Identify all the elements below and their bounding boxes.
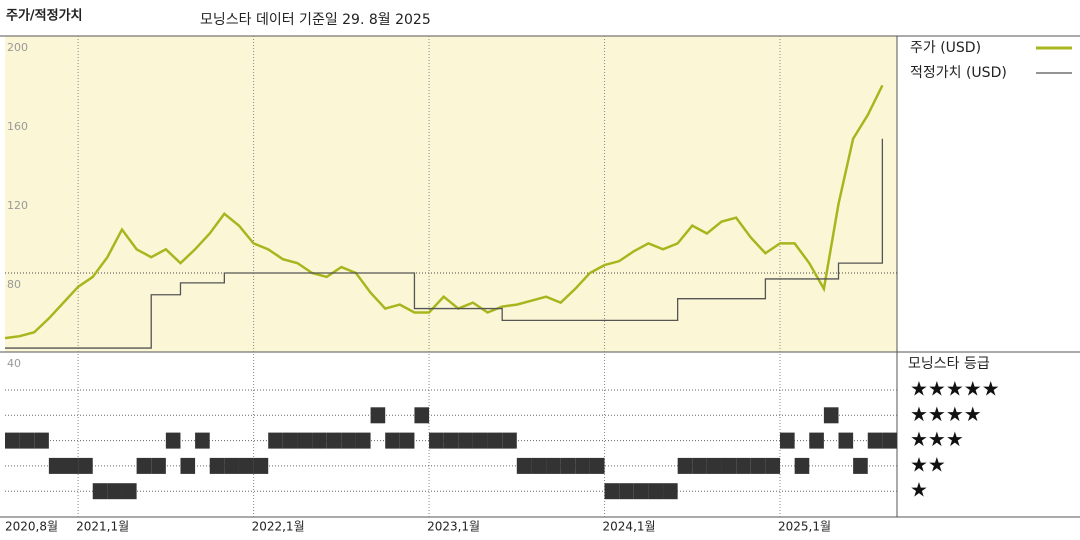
rating-bar <box>370 407 386 424</box>
rating-bar <box>882 432 897 449</box>
legend-label: 주가 (USD) <box>910 40 981 56</box>
y-tick-label: 120 <box>7 199 28 212</box>
rating-bar <box>823 407 839 424</box>
rating-bar <box>750 457 766 474</box>
rating-bar <box>107 483 122 500</box>
rating-bar <box>92 483 108 500</box>
rating-bar <box>238 457 254 474</box>
rating-bar <box>341 432 356 449</box>
rating-bar <box>180 457 196 474</box>
rating-bar <box>853 457 868 474</box>
rating-label: ★★★★ <box>910 402 982 426</box>
rating-bar <box>224 457 239 474</box>
rating-bar <box>677 457 693 474</box>
rating-bar <box>838 432 854 449</box>
rating-bar <box>355 432 371 449</box>
rating-bar <box>5 432 20 449</box>
rating-bar <box>34 432 49 449</box>
rating-bar <box>19 432 35 449</box>
rating-bar <box>809 432 824 449</box>
rating-bar <box>487 432 503 449</box>
rating-bar <box>867 432 883 449</box>
rating-bar <box>48 457 64 474</box>
series-line <box>4 84 884 340</box>
rating-bar <box>297 432 313 449</box>
x-tick-label: 2023,1월 <box>427 520 480 534</box>
rating-bar <box>502 432 517 449</box>
rating-label: ★★ <box>910 452 946 476</box>
rating-label: ★★★ <box>910 427 964 451</box>
x-tick-label: 2024,1월 <box>603 520 656 534</box>
rating-bar <box>619 483 634 500</box>
rating-bar <box>195 432 210 449</box>
series-line <box>5 138 884 349</box>
y-tick-label: 160 <box>7 120 28 133</box>
rating-bar <box>531 457 547 474</box>
rating-bar <box>63 457 79 474</box>
rating-bar <box>458 432 473 449</box>
chart-subtitle: 모닝스타 데이터 기준일 29. 8월 2025 <box>200 12 431 28</box>
rating-bar <box>268 432 283 449</box>
rating-bar <box>633 483 649 500</box>
rating-bar <box>78 457 93 474</box>
rating-title: 모닝스타 등급 <box>908 356 990 372</box>
rating-bar <box>443 432 459 449</box>
rating-bar <box>575 457 590 474</box>
x-tick-label: 2022,1월 <box>252 520 305 534</box>
rating-bar <box>780 432 795 449</box>
rating-label: ★ <box>910 478 928 502</box>
rating-bar <box>765 457 781 474</box>
rating-bar <box>414 407 430 424</box>
rating-bar <box>736 457 751 474</box>
rating-bar <box>516 457 532 474</box>
y-tick-label: 80 <box>7 278 21 291</box>
rating-bar <box>706 457 722 474</box>
chart-title: 주가/적정가치 <box>6 8 83 24</box>
rating-bar <box>472 432 488 449</box>
rating-bar <box>326 432 342 449</box>
rating-bar <box>165 432 181 449</box>
rating-bar <box>121 483 137 500</box>
x-tick-label: 2021,1월 <box>76 520 129 534</box>
rating-bar <box>385 432 400 449</box>
rating-bar <box>794 457 810 474</box>
rating-label: ★★★★★ <box>910 377 1000 401</box>
rating-bar <box>663 483 678 500</box>
rating-bar <box>136 457 152 474</box>
price-panel <box>5 36 897 352</box>
rating-bar <box>604 483 620 500</box>
rating-bar <box>253 457 269 474</box>
rating-bar <box>282 432 298 449</box>
rating-bar <box>560 457 576 474</box>
y-tick-label: 40 <box>7 357 21 370</box>
rating-bar <box>721 457 737 474</box>
rating-bar <box>399 432 415 449</box>
x-tick-label: 2020,8월 <box>5 520 58 534</box>
x-tick-label: 2025,1월 <box>778 520 831 534</box>
rating-bar <box>151 457 166 474</box>
rating-bar <box>209 457 225 474</box>
rating-bar <box>312 432 327 449</box>
rating-bar <box>546 457 561 474</box>
y-tick-label: 200 <box>7 41 28 54</box>
rating-bar <box>648 483 664 500</box>
legend-label: 적정가치 (USD) <box>910 65 1007 81</box>
rating-bar <box>429 432 444 449</box>
rating-bar <box>692 457 707 474</box>
rating-bar <box>589 457 605 474</box>
